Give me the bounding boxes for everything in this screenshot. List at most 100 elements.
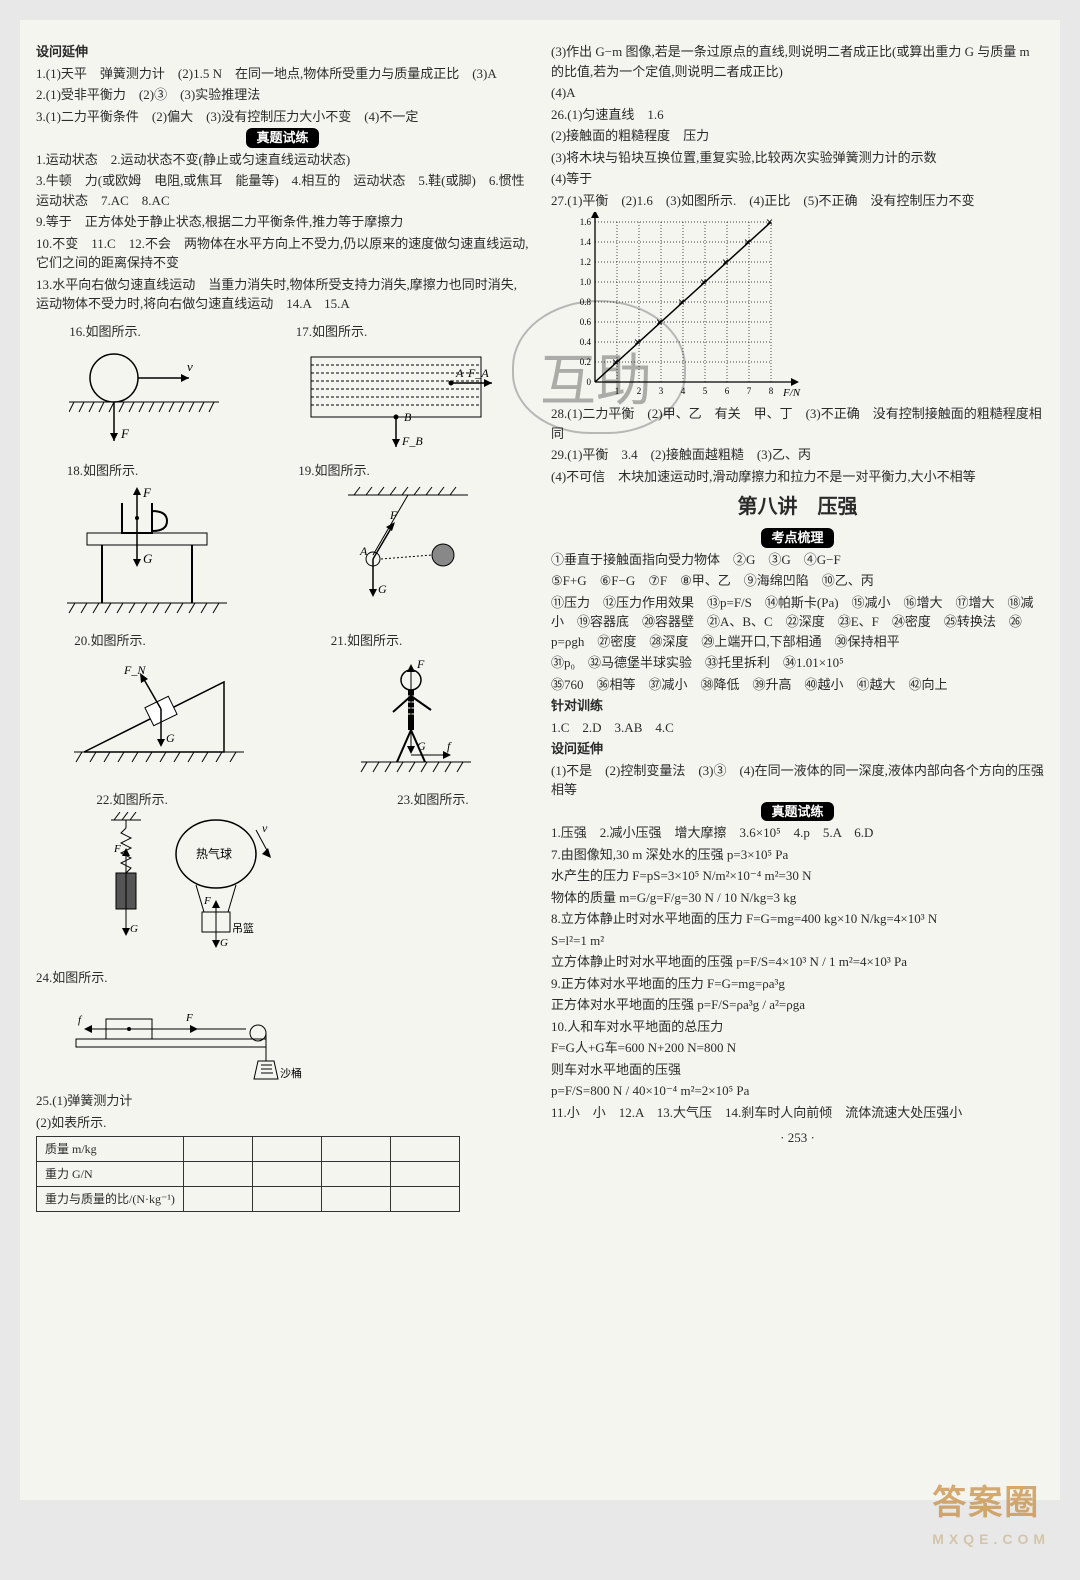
pill-ztsl2: 真题试练 [761, 802, 833, 822]
text-z13: 13.水平向右做匀速直线运动 当重力消失时,物体所受支持力消失,摩擦力也同时消失… [36, 275, 529, 314]
h-swys2: 设问延伸 [551, 739, 1044, 759]
k5: ㉟760 ㊱相等 ㊲减小 ㊳降低 ㊴升高 ㊵越小 ㊶越大 ㊷向上 [551, 675, 1044, 695]
svg-text:1.6: 1.6 [580, 217, 592, 227]
svg-text:F: F [185, 1012, 193, 1024]
svg-text:F_B: F_B [401, 434, 423, 448]
svg-text:F_A: F_A [467, 366, 489, 380]
zt7b: 水产生的压力 F=pS=3×10⁵ N/m²×10⁻⁴ m²=30 N [551, 866, 1044, 886]
svg-text:×: × [612, 355, 619, 369]
t25-1: 25.(1)弹簧测力计 [36, 1091, 529, 1111]
fig17-caption: 17.如图所示. [296, 322, 496, 342]
svg-text:2: 2 [637, 386, 642, 396]
fig19-caption: 19.如图所示. [298, 461, 498, 481]
k3: ⑪压力 ⑫压力作用效果 ⑬p=F/S ⑭帕斯卡(Pa) ⑮减小 ⑯增大 ⑰增大 … [551, 593, 1044, 652]
svg-text:沙桶: 沙桶 [280, 1066, 302, 1080]
svg-text:×: × [722, 255, 729, 269]
left-column: 设问延伸 1.(1)天平 弹簧测力计 (2)1.5 N 在同一地点,物体所受重力… [30, 40, 535, 1480]
r29: 29.(1)平衡 3.4 (2)接触面越粗糙 (3)乙、丙 [551, 445, 1044, 465]
r28: 28.(1)二力平衡 (2)甲、乙 有关 甲、丁 (3)不正确 没有控制接触面的… [551, 404, 1044, 443]
svg-text:G: G [130, 923, 138, 935]
zt10a: 10.人和车对水平地面的总压力 [551, 1017, 1044, 1037]
zt10c: 则车对水平地面的压强 [551, 1060, 1044, 1080]
zt10b: F=G人+G车=600 N+200 N=800 N [551, 1038, 1044, 1058]
svg-text:×: × [634, 335, 641, 349]
svg-text:F/N: F/N [782, 387, 801, 399]
svg-text:F: F [120, 426, 130, 441]
t25-2: (2)如表所示. [36, 1113, 529, 1133]
svg-text:×: × [656, 315, 663, 329]
svg-text:0.8: 0.8 [580, 297, 592, 307]
svg-text:B: B [404, 410, 412, 424]
title-8: 第八讲 压强 [551, 492, 1044, 522]
svg-text:A: A [455, 366, 464, 380]
fig16-caption: 16.如图所示. [69, 322, 229, 342]
fig19-svg: A F G [298, 483, 498, 623]
brand-watermark: 答案圈 MXQE.COM [932, 1478, 1050, 1550]
svg-text:吊篮: 吊篮 [232, 921, 254, 935]
svg-text:G: G [417, 739, 426, 753]
fig18-svg: F G [67, 483, 237, 623]
zt7c: 物体的质量 m=G/g=F/g=30 N / 10 N/kg=3 kg [551, 888, 1044, 908]
svg-text:0.2: 0.2 [580, 357, 591, 367]
r26-3: (3)将木块与铅块互换位置,重复实验,比较两次实验弹簧测力计的示数 [551, 148, 1044, 168]
svg-text:1.4: 1.4 [580, 237, 592, 247]
zt8b: S=l²=1 m² [551, 931, 1044, 951]
svg-text:F_N: F_N [123, 663, 146, 677]
zt8a: 8.立方体静止时对水平地面的压力 F=G=mg=400 kg×10 N/kg=4… [551, 909, 1044, 929]
svg-text:4: 4 [681, 386, 686, 396]
fig17-svg: A F_A B F_B [296, 343, 496, 453]
svg-text:F: F [142, 485, 152, 500]
r26: 26.(1)匀速直线 1.6 [551, 105, 1044, 125]
chart-27: ×××××××× 00.20.40.60.81.01.21.41.6 12345… [551, 212, 811, 402]
r4: (4)A [551, 83, 1044, 103]
fig18-caption: 18.如图所示. [67, 461, 237, 481]
svg-text:热气球: 热气球 [196, 846, 232, 861]
fig21-caption: 21.如图所示. [331, 631, 491, 651]
svg-text:3: 3 [659, 386, 664, 396]
zt9a: 9.正方体对水平地面的压力 F=G=mg=ρa³g [551, 974, 1044, 994]
svg-text:A: A [359, 544, 368, 558]
zd: 1.C 2.D 3.AB 4.C [551, 718, 1044, 738]
r26-4: (4)等于 [551, 169, 1044, 189]
k1: ①垂直于接触面指向受力物体 ②G ③G ④G−F [551, 550, 1044, 570]
text-s1: 1.(1)天平 弹簧测力计 (2)1.5 N 在同一地点,物体所受重力与质量成正… [36, 64, 529, 84]
svg-text:5: 5 [703, 386, 708, 396]
svg-text:v: v [262, 821, 268, 835]
zt11: 11.小 小 12.A 13.大气压 14.刹车时人向前倾 流体流速大处压强小 [551, 1103, 1044, 1123]
text-z9: 9.等于 正方体处于静止状态,根据二力平衡条件,推力等于摩擦力 [36, 212, 529, 232]
svg-text:×: × [766, 215, 773, 229]
svg-text:F: F [203, 895, 211, 907]
fig20-caption: 20.如图所示. [74, 631, 254, 651]
k4: ㉛p₀ ㉜马德堡半球实验 ㉝托里拆利 ㉞1.01×10⁵ [551, 653, 1044, 673]
svg-text:6: 6 [725, 386, 730, 396]
svg-text:f: f [78, 1014, 83, 1026]
svg-text:1: 1 [615, 386, 620, 396]
svg-text:8: 8 [769, 386, 774, 396]
pill-ztsl: 真题试练 [246, 128, 318, 148]
text-z3: 3.牛顿 力(或欧姆 电阻,或焦耳 能量等) 4.相互的 运动状态 5.鞋(或脚… [36, 171, 529, 210]
svg-text:F: F [416, 657, 425, 671]
page-number: · 253 · [551, 1128, 1044, 1148]
right-column: (3)作出 G−m 图像,若是一条过原点的直线,则说明二者成正比(或算出重力 G… [545, 40, 1050, 1480]
svg-text:G: G [143, 551, 153, 566]
text-z10: 10.不变 11.C 12.不会 两物体在水平方向上不受力,仍以原来的速度做匀速… [36, 234, 529, 273]
fig16-svg: F v [69, 343, 229, 453]
fig20-svg: F_N G [74, 652, 254, 772]
svg-text:0: 0 [587, 377, 592, 387]
zt10d: p=F/S=800 N / 40×10⁻⁴ m²=2×10⁵ Pa [551, 1081, 1044, 1101]
table-25: 质量 m/kg 重力 G/N 重力与质量的比/(N·kg⁻¹) [36, 1136, 460, 1212]
svg-text:G: G [378, 582, 387, 596]
svg-text:F: F [389, 508, 398, 522]
r26-2: (2)接触面的粗糙程度 压力 [551, 126, 1044, 146]
text-z1: 1.运动状态 2.运动状态不变(静止或匀速直线运动状态) [36, 150, 529, 170]
fig21-svg: F G f [331, 652, 491, 782]
k2: ⑤F+G ⑥F−G ⑦F ⑧甲、乙 ⑨海绵凹陷 ⑩乙、丙 [551, 571, 1044, 591]
r29-4: (4)不可信 木块加速运动时,滑动摩擦力和拉力不是一对平衡力,大小不相等 [551, 467, 1044, 487]
fig24-caption: 24.如图所示. [36, 968, 529, 988]
text-s3: 3.(1)二力平衡条件 (2)偏大 (3)没有控制压力大小不变 (4)不一定 [36, 107, 529, 127]
sw: (1)不是 (2)控制变量法 (3)③ (4)在同一液体的同一深度,液体内部向各… [551, 761, 1044, 800]
svg-text:7: 7 [747, 386, 752, 396]
svg-text:0.6: 0.6 [580, 317, 592, 327]
svg-text:v: v [187, 359, 193, 374]
fig22-caption: 22.如图所示. [96, 790, 276, 810]
